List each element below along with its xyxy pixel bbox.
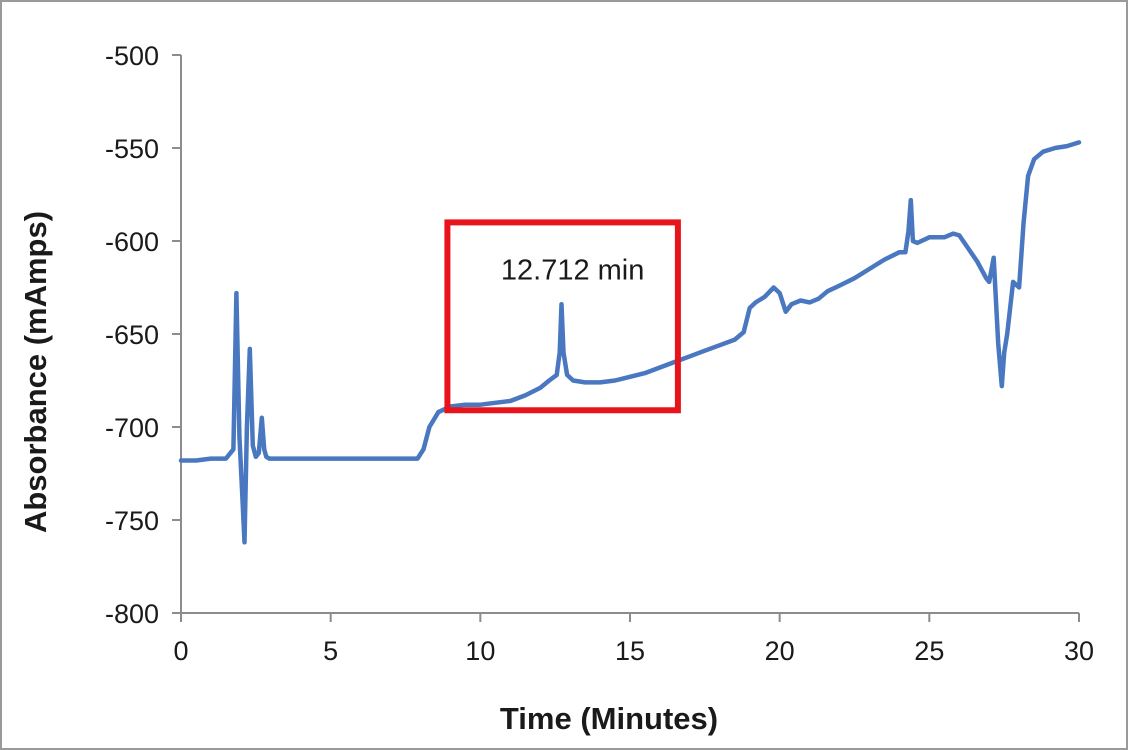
series-line <box>178 140 1082 545</box>
x-tick-label: 10 <box>465 636 495 666</box>
x-tick-label: 25 <box>914 636 944 666</box>
y-tick-label: -750 <box>105 506 159 536</box>
series-group <box>178 140 1082 545</box>
x-tick-label: 0 <box>173 636 188 666</box>
annotation: 12.712 min <box>444 219 681 414</box>
y-tick-label: -650 <box>105 320 159 350</box>
annotation-box <box>444 219 681 414</box>
x-axis-title: Time (Minutes) <box>500 701 718 736</box>
x-tick-label: 20 <box>765 636 795 666</box>
x-tick-label: 5 <box>323 636 338 666</box>
y-tick-label: -600 <box>105 227 159 257</box>
y-tick-label: -500 <box>105 41 159 71</box>
y-axis: -500 -550 -600 -650 -700 -750 -800 <box>105 41 182 629</box>
y-tick-label: -700 <box>105 413 159 443</box>
y-tick-label: -800 <box>105 599 159 629</box>
x-tick-label: 15 <box>615 636 645 666</box>
annotation-label: 12.712 min <box>501 254 645 286</box>
x-tick-label: 30 <box>1064 636 1094 666</box>
x-axis: 0 5 10 15 20 25 30 <box>173 612 1094 666</box>
y-tick-label: -550 <box>105 134 159 164</box>
y-axis-title: Absorbance (mAmps) <box>18 211 53 533</box>
